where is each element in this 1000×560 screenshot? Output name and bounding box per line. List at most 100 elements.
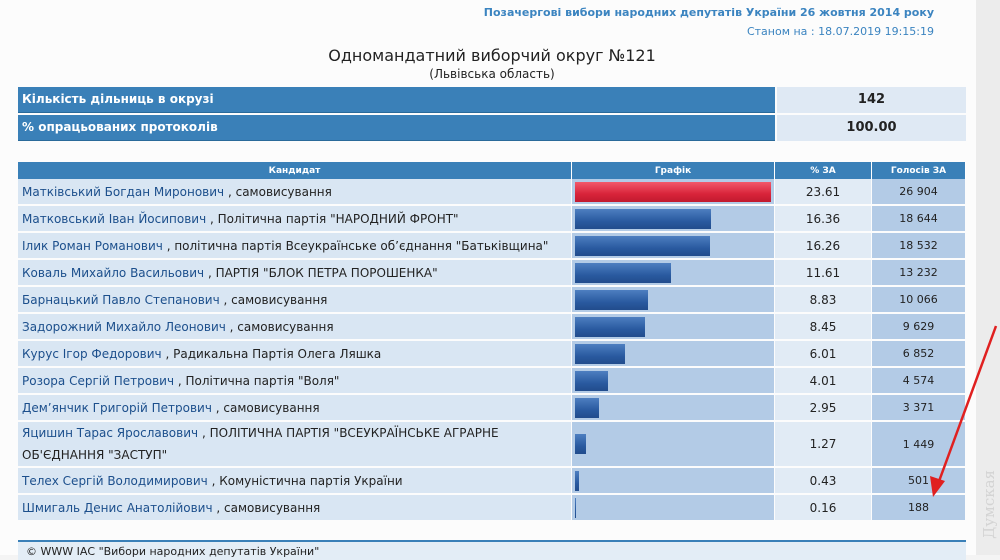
votes-cell: 13 232 (872, 260, 966, 287)
vote-bar (575, 262, 672, 283)
chart-cell (572, 206, 775, 233)
page-title: Одномандатний виборчий округ №121 (328, 46, 656, 65)
candidate-cell: Коваль Михайло Васильович , ПАРТІЯ "БЛОК… (18, 260, 572, 287)
pct-cell: 11.61 (775, 260, 872, 287)
table-row: Задорожний Михайло Леонович , самовисува… (18, 314, 966, 341)
candidate-party: , самовисування (216, 500, 321, 515)
candidate-name[interactable]: Барнацький Павло Степанович (22, 292, 220, 307)
chart-cell (572, 179, 775, 206)
votes-cell: 188 (872, 495, 966, 522)
candidate-party: , Політична партія "НАРОДНИЙ ФРОНТ" (210, 211, 459, 226)
col-chart: Графік (572, 162, 775, 179)
votes-cell: 6 852 (872, 341, 966, 368)
pct-cell: 0.43 (775, 468, 872, 495)
pct-cell: 8.83 (775, 287, 872, 314)
chart-cell (572, 368, 775, 395)
col-candidate: Кандидат (18, 162, 572, 179)
chart-cell (572, 395, 775, 422)
summary-label: % опрацьованих протоколів (18, 115, 775, 141)
candidate-party: , ПАРТІЯ "БЛОК ПЕТРА ПОРОШЕНКА" (207, 265, 438, 280)
vote-bar (575, 497, 577, 518)
chart-cell (572, 260, 775, 287)
pct-cell: 8.45 (775, 314, 872, 341)
candidate-cell: Курус Ігор Федорович , Радикальна Партія… (18, 341, 572, 368)
table-row: Телех Сергій Володимирович , Комуністичн… (18, 468, 966, 495)
region: (Львівська область) (429, 67, 555, 81)
table-row: Ілик Роман Романович , політична партія … (18, 233, 966, 260)
candidate-party: , Радикальна Партія Олега Ляшка (165, 346, 382, 361)
candidate-party: , самовисування (223, 292, 328, 307)
side-strip (976, 0, 1000, 555)
pct-cell: 2.95 (775, 395, 872, 422)
vote-bar (575, 235, 710, 256)
vote-bar (575, 470, 579, 491)
chart-cell (572, 233, 775, 260)
table-row: Матковський Іван Йосипович , Політична п… (18, 206, 966, 233)
candidate-name[interactable]: Ілик Роман Романович (22, 238, 163, 253)
as-of-timestamp: Станом на : 18.07.2019 19:15:19 (746, 25, 934, 38)
chart-cell (572, 314, 775, 341)
votes-cell: 9 629 (872, 314, 966, 341)
pct-cell: 23.61 (775, 179, 872, 206)
results-table: Кандидат Графік % ЗА Голосів ЗА Матківсь… (18, 162, 966, 522)
candidate-name[interactable]: Телех Сергій Володимирович (22, 473, 208, 488)
col-pct: % ЗА (775, 162, 872, 179)
table-row: Барнацький Павло Степанович , самовисува… (18, 287, 966, 314)
table-row: Коваль Михайло Васильович , ПАРТІЯ "БЛОК… (18, 260, 966, 287)
candidate-cell: Шмигаль Денис Анатолійович , самовисуван… (18, 495, 572, 522)
pct-cell: 16.26 (775, 233, 872, 260)
vote-bar (575, 370, 609, 391)
votes-cell: 1 449 (872, 422, 966, 468)
candidate-party: , Політична партія "Воля" (177, 373, 340, 388)
chart-cell (572, 287, 775, 314)
votes-cell: 3 371 (872, 395, 966, 422)
candidate-name[interactable]: Матковський Іван Йосипович (22, 211, 207, 226)
candidate-party: , ПОЛІТИЧНА ПАРТІЯ "ВСЕУКРАЇНСЬКЕ АГРАРН… (22, 426, 499, 462)
candidate-name[interactable]: Дем’янчик Григорій Петрович (22, 400, 212, 415)
pct-cell: 1.27 (775, 422, 872, 468)
table-row: Курус Ігор Федорович , Радикальна Партія… (18, 341, 966, 368)
candidate-name[interactable]: Курус Ігор Федорович (22, 346, 162, 361)
pct-cell: 0.16 (775, 495, 872, 522)
summary-row-stations: Кількість дільниць в окрузі 142 (18, 87, 966, 113)
candidate-party: , політична партія Всеукраїнське об’єдна… (166, 238, 549, 253)
candidate-name[interactable]: Матківський Богдан Миронович (22, 184, 225, 199)
candidate-name[interactable]: Шмигаль Денис Анатолійович (22, 500, 213, 515)
candidate-name[interactable]: Коваль Михайло Васильович (22, 265, 205, 280)
candidate-cell: Яцишин Тарас Ярославович , ПОЛІТИЧНА ПАР… (18, 422, 572, 468)
candidate-cell: Дем’янчик Григорій Петрович , самовисува… (18, 395, 572, 422)
candidate-cell: Барнацький Павло Степанович , самовисува… (18, 287, 572, 314)
table-row: Яцишин Тарас Ярославович , ПОЛІТИЧНА ПАР… (18, 422, 966, 468)
chart-cell (572, 422, 775, 468)
votes-cell: 18 532 (872, 233, 966, 260)
votes-cell: 26 904 (872, 179, 966, 206)
candidate-cell: Ілик Роман Романович , політична партія … (18, 233, 572, 260)
candidate-name[interactable]: Розора Сергій Петрович (22, 373, 175, 388)
summary-row-protocols: % опрацьованих протоколів 100.00 (18, 115, 966, 141)
table-row: Матківський Богдан Миронович , самовисув… (18, 179, 966, 206)
col-votes: Голосів ЗА (872, 162, 966, 179)
chart-cell (572, 341, 775, 368)
candidate-cell: Матківський Богдан Миронович , самовисув… (18, 179, 572, 206)
page: Позачергові вибори народних депутатів Ук… (18, 6, 966, 560)
votes-cell: 18 644 (872, 206, 966, 233)
candidate-name[interactable]: Яцишин Тарас Ярославович (22, 426, 199, 440)
table-row: Розора Сергій Петрович , Політична парті… (18, 368, 966, 395)
vote-bar (575, 434, 586, 454)
candidate-party: , Комуністична партія України (211, 473, 403, 488)
candidate-cell: Розора Сергій Петрович , Політична парті… (18, 368, 572, 395)
table-row: Шмигаль Денис Анатолійович , самовисуван… (18, 495, 966, 522)
summary-label: Кількість дільниць в окрузі (18, 87, 775, 113)
chart-cell (572, 495, 775, 522)
candidate-party: , самовисування (227, 184, 332, 199)
vote-bar (575, 289, 649, 310)
candidate-name[interactable]: Задорожний Михайло Леонович (22, 319, 226, 334)
pct-cell: 6.01 (775, 341, 872, 368)
pct-cell: 4.01 (775, 368, 872, 395)
vote-bar (575, 181, 771, 202)
summary-value: 100.00 (777, 115, 966, 141)
candidate-party: , самовисування (215, 400, 320, 415)
election-title: Позачергові вибори народних депутатів Ук… (483, 6, 934, 19)
candidate-cell: Задорожний Михайло Леонович , самовисува… (18, 314, 572, 341)
